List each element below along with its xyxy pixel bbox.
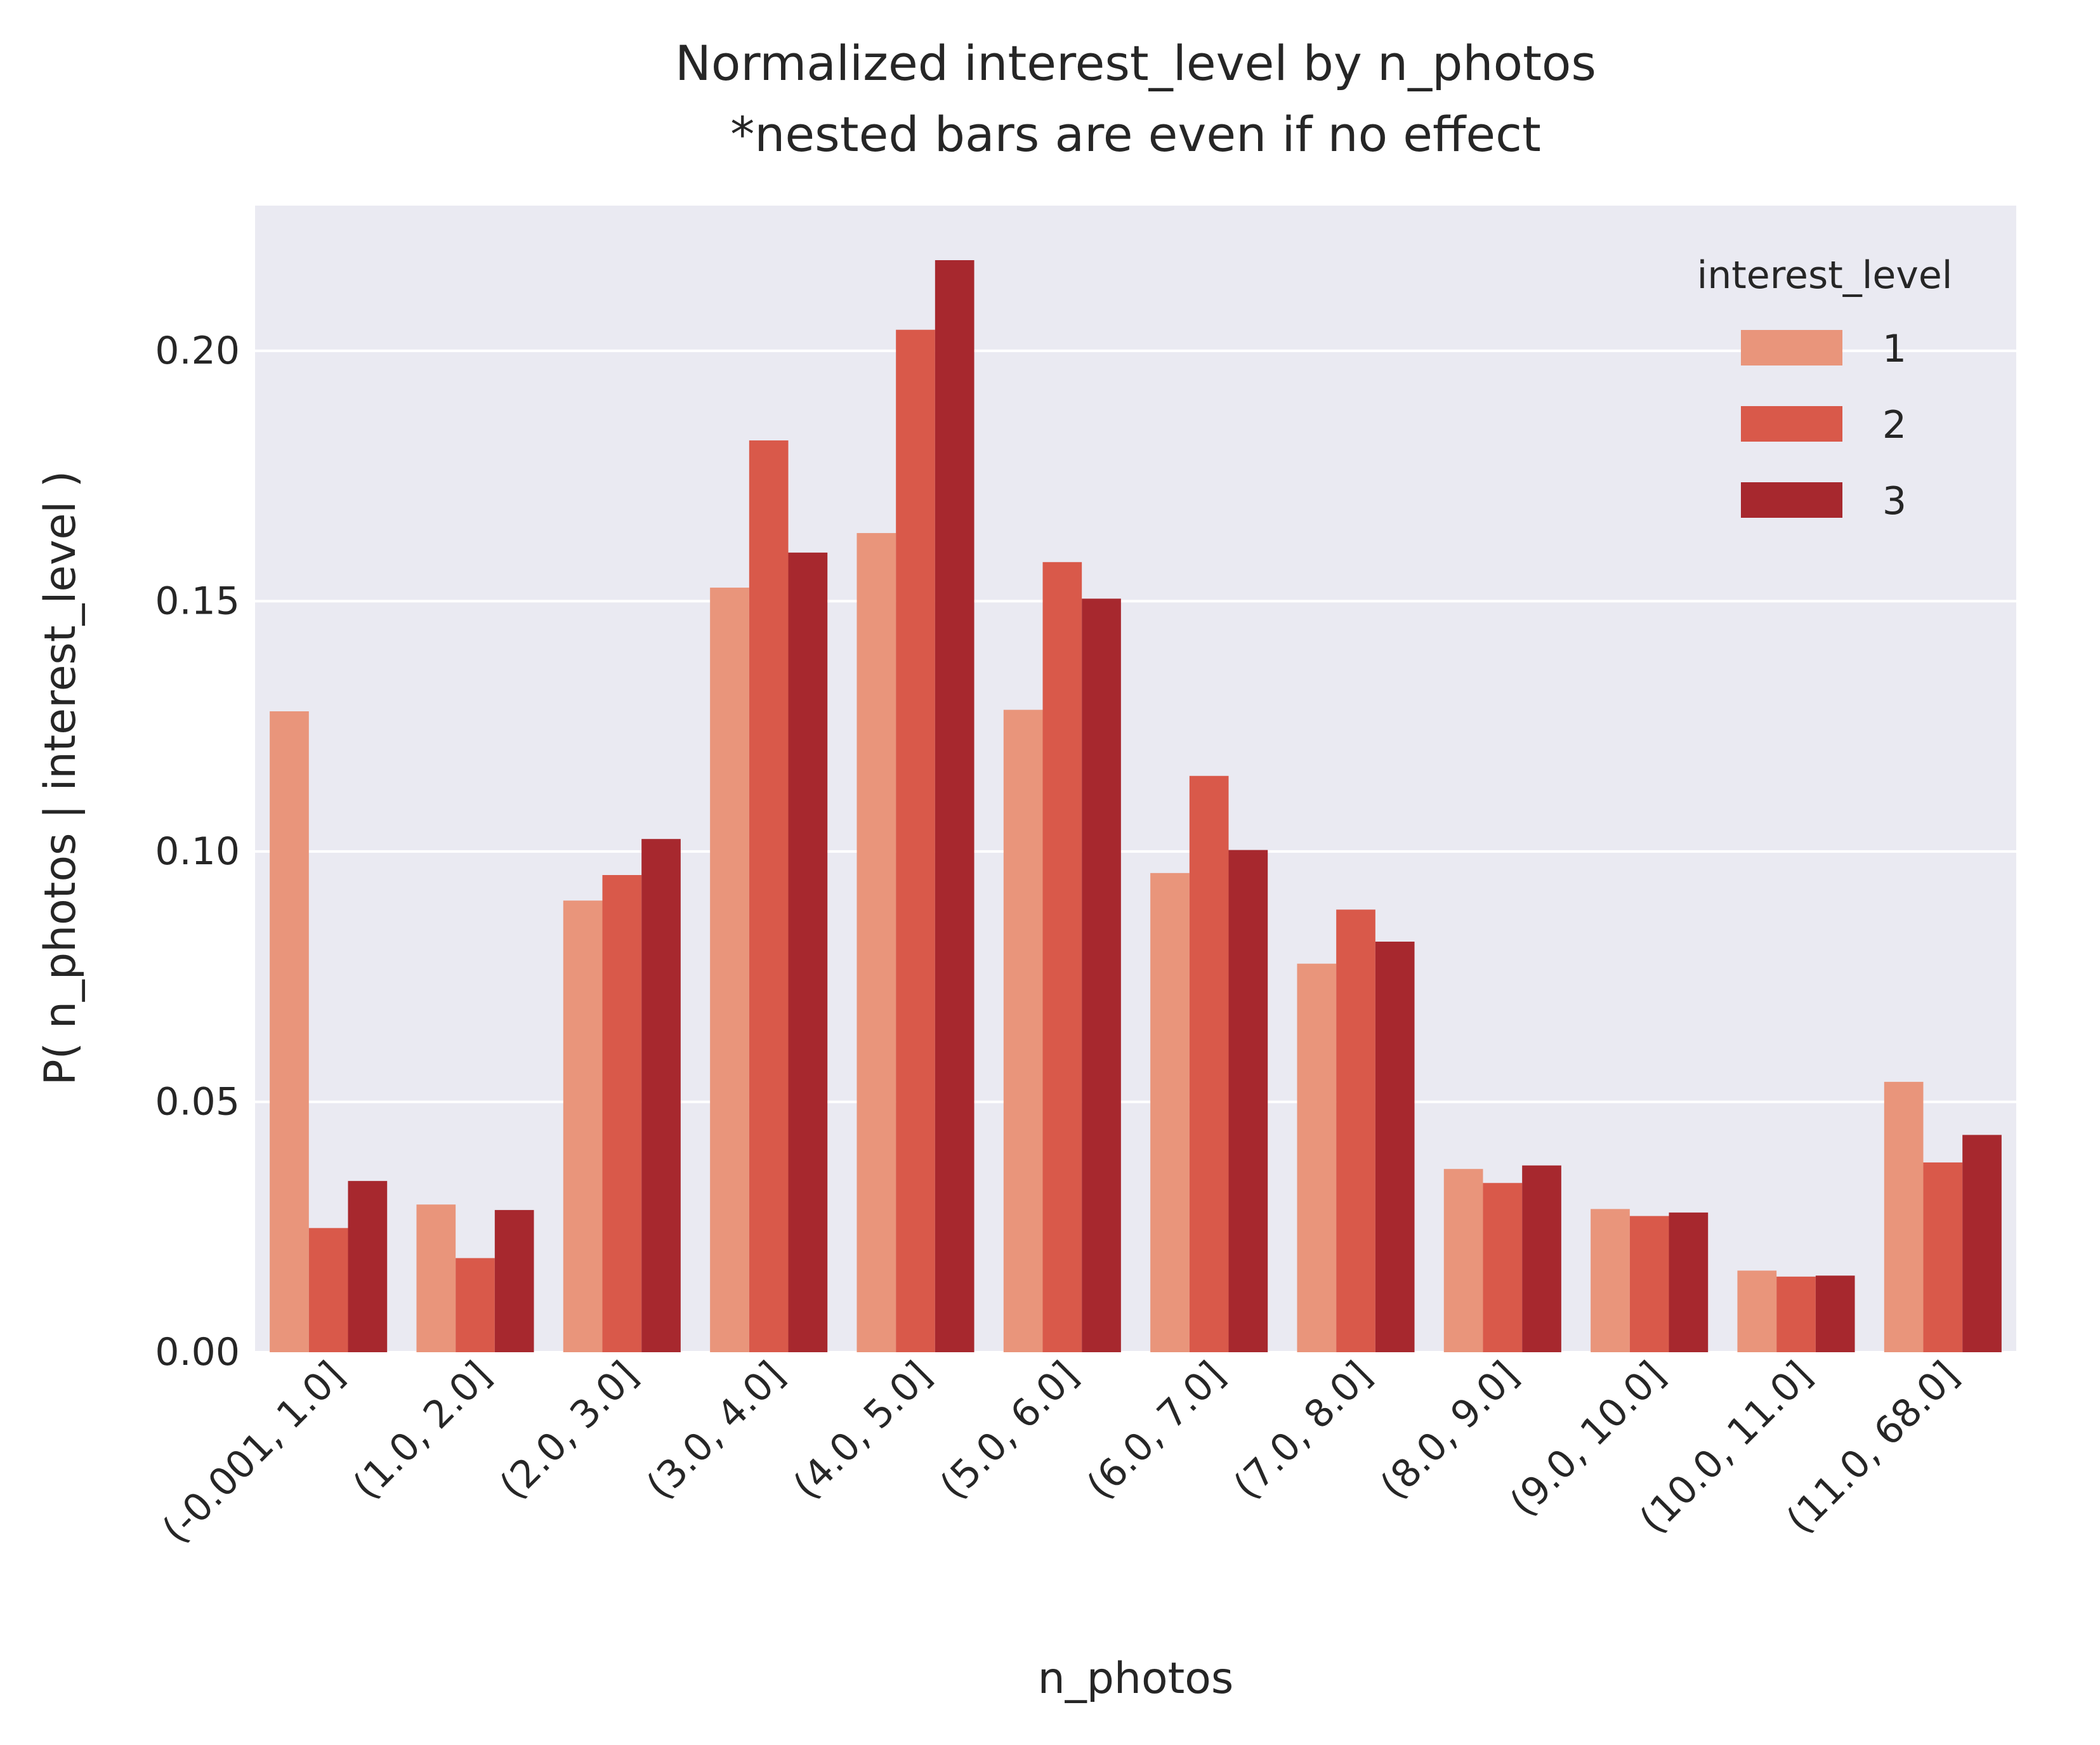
bar-series-2-cat-4 [896,329,935,1352]
y-tick-label: 0.00 [155,1330,240,1374]
y-tick-label: 0.20 [155,329,240,373]
bar-series-1-cat-7 [1297,963,1337,1352]
chart-title: Normalized interest_level by n_photos [675,35,1596,91]
legend-swatch-2 [1741,406,1842,442]
x-tick-label: (8.0, 9.0] [1372,1353,1527,1508]
bar-series-2-cat-3 [749,440,789,1353]
bar-series-1-cat-3 [710,588,749,1352]
legend-label-3: 3 [1882,479,1906,524]
y-tick-label: 0.05 [155,1079,240,1124]
bar-series-3-cat-5 [1082,598,1121,1352]
x-tick-label: (3.0, 4.0] [638,1353,794,1508]
legend-label-2: 2 [1882,403,1906,447]
bar-series-1-cat-9 [1591,1209,1630,1352]
bar-series-3-cat-1 [494,1209,534,1352]
x-axis-label: n_photos [1038,1654,1234,1704]
bar-series-1-cat-0 [270,711,309,1352]
legend: interest_level 1 2 3 [1697,253,1953,524]
legend-title: interest_level [1697,253,1953,298]
bar-series-2-cat-0 [308,1228,348,1352]
bar-series-2-cat-11 [1923,1162,1963,1352]
bar-series-3-cat-4 [935,260,975,1353]
y-tick-label: 0.15 [155,579,240,623]
bar-series-2-cat-5 [1042,562,1082,1352]
x-tick-label: (-0.001, 1.0] [154,1353,353,1552]
x-tick-label: (6.0, 7.0] [1079,1353,1234,1508]
bar-series-3-cat-2 [641,839,681,1352]
bar-series-1-cat-4 [856,533,896,1352]
y-axis-label: P( n_photos | interest_level ) [36,471,86,1086]
y-tick-labels: 0.00 0.05 0.10 0.15 0.20 [155,329,240,1374]
bar-series-3-cat-9 [1669,1212,1709,1352]
bar-series-3-cat-8 [1522,1165,1561,1352]
x-tick-label: (5.0, 6.0] [931,1353,1087,1508]
legend-label-1: 1 [1882,327,1906,371]
x-tick-label: (1.0, 2.0] [345,1353,500,1508]
y-tick-label: 0.10 [155,829,240,874]
bar-series-3-cat-0 [348,1181,388,1352]
x-tick-label: (7.0, 8.0] [1225,1353,1381,1508]
bars-group [270,260,2002,1353]
bar-series-2-cat-8 [1483,1183,1523,1352]
bar-series-3-cat-6 [1228,850,1268,1352]
bar-series-2-cat-2 [602,875,642,1352]
bar-series-3-cat-11 [1962,1135,2002,1352]
x-tick-label: (2.0, 3.0] [491,1353,646,1508]
bar-series-3-cat-10 [1815,1275,1855,1352]
bar-series-1-cat-2 [563,900,603,1352]
bar-series-2-cat-10 [1776,1276,1816,1352]
legend-items: 1 2 3 [1741,327,1906,524]
bar-series-1-cat-6 [1150,872,1190,1352]
bar-series-1-cat-11 [1884,1081,1924,1352]
legend-swatch-3 [1741,482,1842,518]
bar-series-2-cat-9 [1629,1216,1669,1352]
bar-series-2-cat-6 [1189,775,1229,1352]
legend-swatch-1 [1741,330,1842,365]
bar-series-1-cat-1 [416,1204,456,1352]
bar-series-3-cat-3 [788,552,828,1352]
grid-lines [255,349,2016,1353]
bar-series-2-cat-1 [456,1258,495,1352]
bar-series-1-cat-8 [1443,1169,1483,1352]
bar-series-1-cat-10 [1737,1270,1777,1352]
bar-series-3-cat-7 [1375,941,1415,1352]
bar-series-1-cat-5 [1003,709,1043,1352]
chart-subtitle: *nested bars are even if no effect [730,106,1541,162]
plot-area [255,206,2016,1352]
bar-series-2-cat-7 [1336,909,1375,1352]
x-tick-label: (4.0, 5.0] [785,1353,940,1508]
x-tick-labels: (-0.001, 1.0](1.0, 2.0](2.0, 3.0](3.0, 4… [154,1353,1967,1552]
